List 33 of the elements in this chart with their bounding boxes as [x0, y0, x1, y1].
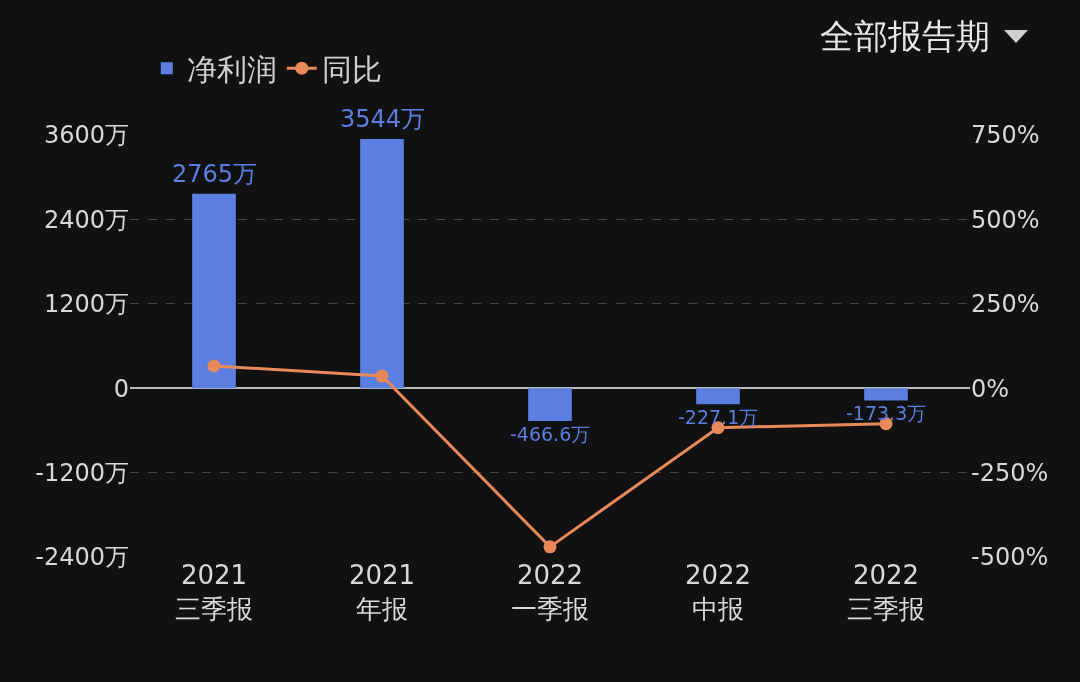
data-label: 2765万	[172, 160, 258, 188]
y-tick-label: 0	[113, 374, 129, 403]
y-tick-label: -1200万	[35, 459, 129, 487]
x-tick-label: 2021 三季报	[175, 560, 253, 624]
point	[543, 540, 557, 554]
data-label: 3544万	[340, 105, 426, 133]
text: 全部报告期	[820, 15, 990, 58]
bar	[528, 388, 572, 422]
y2-tick-label: -500%	[971, 543, 1049, 572]
y-tick-label: 2400万	[43, 205, 129, 234]
bar	[696, 388, 740, 405]
x-tick-label: 2021 年报	[348, 560, 416, 624]
point	[207, 359, 221, 373]
data-label: -227.1万	[678, 406, 759, 428]
x-tick-label: 2022 三季报	[847, 560, 925, 624]
y2-tick-label: 500%	[971, 205, 1040, 234]
legend-label: 净利润	[186, 51, 277, 87]
bar	[360, 138, 404, 389]
legend-label: 同比	[321, 51, 382, 87]
y-tick-label: 1200万	[43, 290, 129, 319]
y2-tick-label: 750%	[971, 121, 1040, 150]
y2-tick-label: 250%	[971, 290, 1040, 319]
data-label: -466.6万	[510, 423, 591, 445]
bar	[864, 388, 908, 401]
y2-tick-label: 0%	[971, 374, 1010, 403]
y2-tick-label: -250%	[971, 459, 1049, 487]
y-tick-label: 3600万	[43, 121, 129, 150]
bar	[192, 193, 236, 389]
y-tick-label: -2400万	[35, 543, 129, 572]
x-tick-label: 2022 中报	[684, 560, 752, 624]
point	[375, 369, 389, 383]
x-tick-label: 2022 一季报	[511, 560, 589, 624]
data-label: -173.3万	[846, 402, 927, 424]
